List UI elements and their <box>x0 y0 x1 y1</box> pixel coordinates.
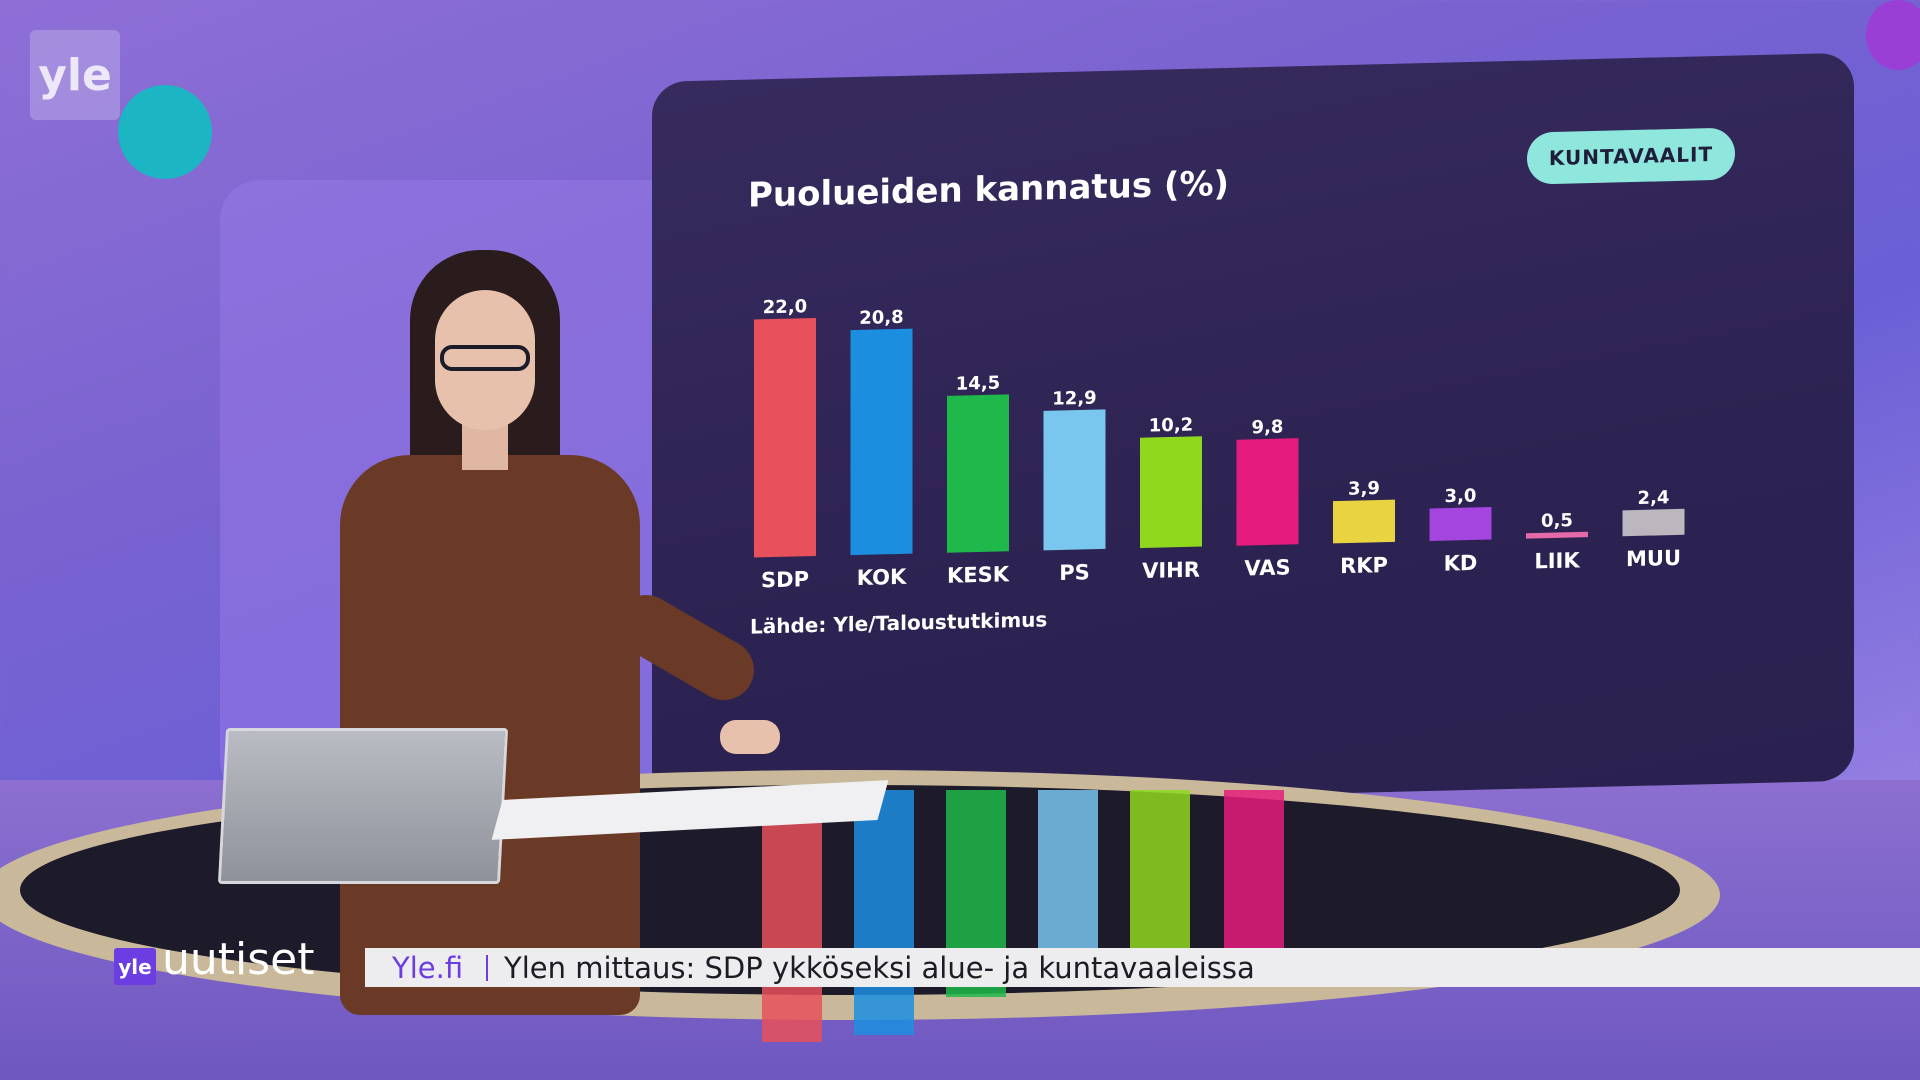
bar-vihr <box>1140 436 1202 549</box>
ticker-separator <box>486 955 488 981</box>
bar-rkp <box>1333 499 1395 544</box>
value-label-sdp: 22,0 <box>763 296 807 318</box>
bar-chart: 22,0 SDP 20,8 KOK 14,5 KESK 12,9 PS 10,2 VIHR 9,8 V… <box>754 296 1685 592</box>
bar-kd <box>1429 507 1492 541</box>
value-label-liik: 0,5 <box>1541 510 1573 532</box>
value-label-kd: 3,0 <box>1445 485 1477 507</box>
value-label-vihr: 10,2 <box>1149 414 1193 436</box>
category-label-kd: KD <box>1444 551 1478 576</box>
value-label-muu: 2,4 <box>1638 487 1670 509</box>
value-label-vas: 9,8 <box>1252 417 1284 439</box>
value-label-kok: 20,8 <box>859 307 903 329</box>
category-label-sdp: SDP <box>761 567 809 592</box>
reflection-vas <box>1224 790 1284 969</box>
reflection-kok <box>854 790 914 1035</box>
bar-sdp <box>754 317 816 558</box>
bar-muu <box>1622 508 1685 537</box>
value-label-rkp: 3,9 <box>1348 478 1380 500</box>
presenter-glasses <box>440 345 530 371</box>
reflection-sdp <box>762 790 822 1042</box>
category-label-vas: VAS <box>1244 555 1290 580</box>
category-label-rkp: RKP <box>1340 553 1388 578</box>
decorative-teal-circle <box>118 85 212 179</box>
category-label-ps: PS <box>1059 560 1090 585</box>
value-label-ps: 12,9 <box>1052 388 1096 410</box>
news-ticker-bar <box>365 948 1920 987</box>
ticker-source: Yle.fi <box>392 951 464 985</box>
category-label-muu: MUU <box>1626 546 1681 571</box>
reflection-vihr <box>1130 790 1190 972</box>
uutiset-brand-wordmark: uutiset <box>162 934 315 985</box>
category-label-kesk: KESK <box>947 562 1010 588</box>
laptop <box>217 728 509 884</box>
presenter-hand <box>720 720 780 754</box>
bar-ps <box>1043 409 1106 551</box>
bar-vas <box>1236 438 1299 546</box>
decorative-purple-circle <box>1866 0 1920 70</box>
yle-channel-logo: yle <box>30 30 120 120</box>
bar-kesk <box>947 394 1009 553</box>
chart-screen: Puolueiden kannatus (%) KUNTAVAALIT 22,0… <box>652 52 1854 810</box>
category-label-kok: KOK <box>857 565 907 590</box>
value-label-kesk: 14,5 <box>956 373 1000 395</box>
bar-liik <box>1526 531 1588 539</box>
ticker-headline: Ylen mittaus: SDP ykköseksi alue- ja kun… <box>504 951 1255 985</box>
category-label-liik: LIIK <box>1534 548 1580 573</box>
category-label-vihr: VIHR <box>1142 558 1200 583</box>
bar-kok <box>850 328 913 556</box>
news-presenter <box>290 250 780 1050</box>
yle-brand-logo: yle <box>114 948 156 985</box>
